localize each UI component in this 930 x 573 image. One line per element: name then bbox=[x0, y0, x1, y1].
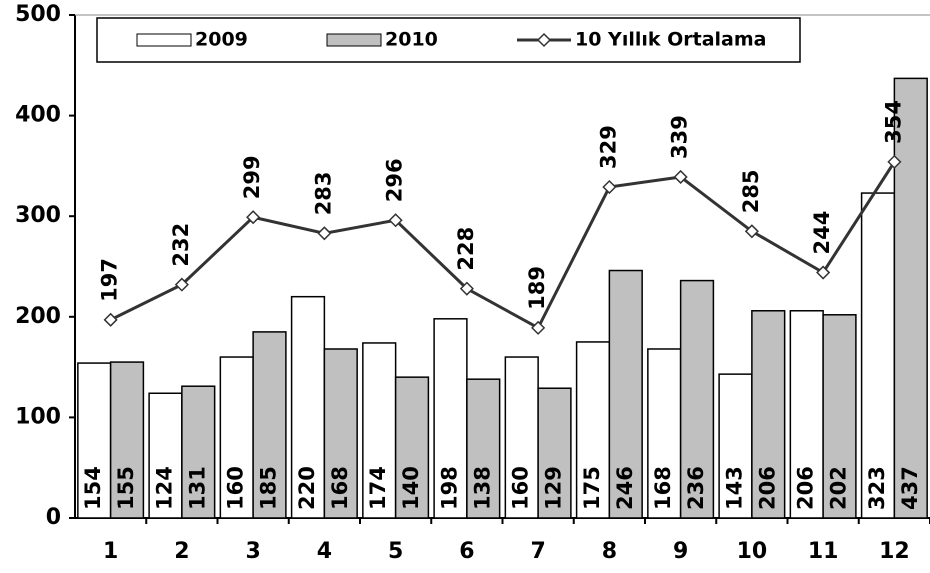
x-tick-label: 8 bbox=[602, 539, 617, 564]
x-tick-label: 3 bbox=[245, 539, 260, 564]
marker bbox=[673, 169, 688, 185]
bar bbox=[679, 279, 715, 519]
value-label: 155 bbox=[114, 466, 138, 510]
bar bbox=[148, 392, 183, 519]
bar bbox=[252, 331, 287, 519]
value-label: 354 bbox=[881, 100, 905, 144]
bar bbox=[181, 385, 216, 519]
x-tick-label: 4 bbox=[317, 539, 332, 564]
value-label: 246 bbox=[613, 466, 637, 510]
bar bbox=[394, 376, 430, 519]
value-label: 236 bbox=[684, 466, 708, 510]
x-tick-label: 2 bbox=[174, 539, 189, 564]
value-label: 437 bbox=[898, 466, 922, 510]
value-label: 296 bbox=[383, 158, 407, 202]
value-label: 329 bbox=[596, 125, 620, 169]
value-label: 206 bbox=[794, 466, 818, 510]
value-label: 168 bbox=[651, 466, 675, 510]
legend-box bbox=[96, 17, 801, 63]
marker bbox=[459, 281, 474, 296]
legend-label: 2010 bbox=[385, 29, 438, 51]
legend-label: 10 Yıllık Ortalama bbox=[575, 29, 767, 51]
value-label: 189 bbox=[525, 266, 549, 310]
bar bbox=[751, 310, 786, 519]
x-tick-label: 1 bbox=[103, 539, 118, 564]
bar bbox=[323, 348, 358, 519]
marker bbox=[816, 265, 831, 280]
marker bbox=[388, 213, 403, 228]
value-label: 206 bbox=[755, 466, 779, 510]
value-label: 154 bbox=[81, 466, 105, 510]
x-tick-label: 11 bbox=[808, 539, 839, 564]
value-label: 228 bbox=[454, 227, 478, 271]
value-label: 174 bbox=[366, 466, 390, 510]
value-label: 138 bbox=[470, 466, 494, 510]
value-label: 185 bbox=[257, 466, 281, 510]
y-tick-label: 0 bbox=[46, 505, 61, 530]
x-tick-label: 6 bbox=[459, 539, 474, 564]
value-label: 323 bbox=[865, 466, 889, 510]
value-label: 198 bbox=[437, 466, 461, 510]
value-label: 299 bbox=[240, 155, 264, 199]
bar bbox=[718, 373, 753, 519]
y-tick-label: 100 bbox=[15, 404, 61, 429]
bar bbox=[647, 348, 682, 519]
bar bbox=[466, 378, 501, 519]
y-tick-label: 300 bbox=[15, 203, 61, 228]
legend-swatch bbox=[136, 33, 192, 47]
bar bbox=[860, 192, 896, 519]
bar bbox=[504, 356, 539, 519]
value-label: 131 bbox=[185, 466, 209, 510]
marker bbox=[317, 226, 332, 241]
value-label: 168 bbox=[328, 466, 352, 510]
bar bbox=[822, 314, 857, 519]
value-label: 202 bbox=[827, 466, 851, 510]
bar bbox=[109, 361, 145, 519]
value-label: 197 bbox=[98, 258, 122, 302]
marker bbox=[744, 224, 759, 239]
x-tick-label: 10 bbox=[737, 539, 768, 564]
marker bbox=[103, 312, 118, 327]
value-label: 140 bbox=[399, 466, 423, 510]
value-label: 285 bbox=[739, 169, 763, 213]
bar bbox=[893, 77, 928, 519]
line bbox=[109, 161, 896, 330]
value-label: 124 bbox=[152, 466, 176, 510]
value-label: 143 bbox=[722, 466, 746, 510]
x-tick-label: 5 bbox=[388, 539, 403, 564]
bar bbox=[362, 342, 397, 519]
value-label: 160 bbox=[224, 466, 248, 510]
marker bbox=[246, 210, 261, 225]
marker bbox=[602, 179, 617, 195]
value-label: 175 bbox=[580, 466, 604, 510]
marker bbox=[887, 154, 902, 169]
bar bbox=[608, 269, 643, 519]
legend-swatch bbox=[326, 33, 382, 47]
value-label: 339 bbox=[668, 115, 692, 159]
y-tick-label: 200 bbox=[15, 304, 61, 329]
value-label: 129 bbox=[542, 466, 566, 510]
x-tick-label: 7 bbox=[530, 539, 545, 564]
x-tick-label: 12 bbox=[879, 539, 910, 564]
bar bbox=[77, 362, 112, 519]
value-label: 244 bbox=[810, 211, 834, 255]
x-tick-label: 9 bbox=[673, 539, 688, 564]
bar bbox=[537, 387, 572, 519]
value-label: 283 bbox=[311, 171, 335, 215]
y-tick-label: 400 bbox=[15, 103, 61, 128]
legend-label: 2009 bbox=[195, 29, 248, 51]
value-label: 220 bbox=[295, 466, 319, 510]
marker bbox=[174, 277, 189, 292]
legend-marker bbox=[536, 32, 552, 48]
value-label: 232 bbox=[169, 223, 193, 267]
value-label: 160 bbox=[509, 466, 533, 510]
marker bbox=[531, 320, 546, 335]
y-tick-label: 500 bbox=[15, 2, 61, 27]
